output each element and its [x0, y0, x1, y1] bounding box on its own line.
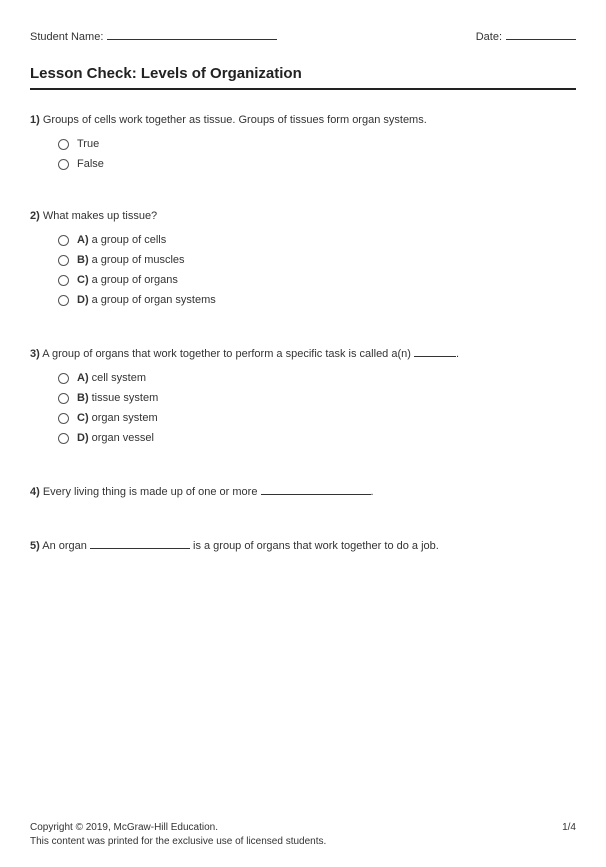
q2-option-c[interactable]: C) a group of organs	[58, 274, 576, 286]
q2-c-text: a group of organs	[92, 274, 178, 286]
q1-prompt: 1) Groups of cells work together as tiss…	[30, 114, 576, 126]
q2-number: 2)	[30, 210, 40, 222]
radio-icon	[58, 295, 69, 306]
radio-icon	[58, 413, 69, 424]
radio-icon	[58, 255, 69, 266]
radio-icon	[58, 235, 69, 246]
q2-a-label: A)	[77, 234, 89, 246]
radio-icon	[58, 159, 69, 170]
q2-b-label: B)	[77, 254, 89, 266]
q5-prompt: 5) An organ is a group of organs that wo…	[30, 538, 576, 552]
question-3: 3) A group of organs that work together …	[30, 346, 576, 444]
q1-false-label: False	[77, 158, 104, 170]
q2-option-a[interactable]: A) a group of cells	[58, 234, 576, 246]
q3-number: 3)	[30, 348, 40, 360]
lesson-title: Lesson Check: Levels of Organization	[30, 65, 576, 82]
student-name-label: Student Name:	[30, 31, 103, 43]
q5-number: 5)	[30, 540, 40, 552]
header-row: Student Name: Date:	[30, 28, 576, 43]
question-4: 4) Every living thing is made up of one …	[30, 484, 576, 498]
q5-blank[interactable]	[90, 538, 190, 549]
q2-prompt: 2) What makes up tissue?	[30, 210, 576, 222]
q3-c-text: organ system	[92, 412, 158, 424]
q2-option-b[interactable]: B) a group of muscles	[58, 254, 576, 266]
q2-c-label: C)	[77, 274, 89, 286]
q4-text-post: .	[371, 486, 374, 498]
title-divider	[30, 88, 576, 90]
radio-icon	[58, 139, 69, 150]
q3-c-label: C)	[77, 412, 89, 424]
q2-d-text: a group of organ systems	[92, 294, 216, 306]
q3-d-label: D)	[77, 432, 89, 444]
q3-option-d[interactable]: D) organ vessel	[58, 432, 576, 444]
date-blank[interactable]	[506, 28, 576, 40]
q3-b-label: B)	[77, 392, 89, 404]
q1-option-false[interactable]: False	[58, 158, 576, 170]
q4-blank[interactable]	[261, 484, 371, 495]
question-5: 5) An organ is a group of organs that wo…	[30, 538, 576, 552]
q3-b-text: tissue system	[92, 392, 159, 404]
q3-d-text: organ vessel	[92, 432, 154, 444]
q1-number: 1)	[30, 114, 40, 126]
q3-blank[interactable]	[414, 346, 456, 357]
q1-option-true[interactable]: True	[58, 138, 576, 150]
question-1: 1) Groups of cells work together as tiss…	[30, 114, 576, 170]
q2-text: What makes up tissue?	[43, 210, 157, 222]
q3-option-c[interactable]: C) organ system	[58, 412, 576, 424]
q2-b-text: a group of muscles	[92, 254, 185, 266]
question-2: 2) What makes up tissue? A) a group of c…	[30, 210, 576, 306]
page-footer: Copyright © 2019, McGraw-Hill Education.…	[30, 822, 576, 847]
q3-options: A) cell system B) tissue system C) organ…	[30, 372, 576, 444]
footer-note: This content was printed for the exclusi…	[30, 836, 576, 847]
student-name-blank[interactable]	[107, 28, 277, 40]
q5-text-pre: An organ	[42, 540, 90, 552]
q5-text-post: is a group of organs that work together …	[190, 540, 439, 552]
radio-icon	[58, 373, 69, 384]
date-field: Date:	[476, 28, 576, 43]
q2-option-d[interactable]: D) a group of organ systems	[58, 294, 576, 306]
radio-icon	[58, 275, 69, 286]
q3-text-post: .	[456, 348, 459, 360]
footer-copyright: Copyright © 2019, McGraw-Hill Education.	[30, 822, 218, 833]
footer-page: 1/4	[562, 822, 576, 833]
q3-prompt: 3) A group of organs that work together …	[30, 346, 576, 360]
q3-text-pre: A group of organs that work together to …	[42, 348, 414, 360]
q3-a-label: A)	[77, 372, 89, 384]
q1-text: Groups of cells work together as tissue.…	[43, 114, 427, 126]
q2-d-label: D)	[77, 294, 89, 306]
q3-a-text: cell system	[92, 372, 146, 384]
q1-options: True False	[30, 138, 576, 170]
q4-text-pre: Every living thing is made up of one or …	[43, 486, 261, 498]
q1-true-label: True	[77, 138, 99, 150]
q3-option-a[interactable]: A) cell system	[58, 372, 576, 384]
radio-icon	[58, 393, 69, 404]
q2-options: A) a group of cells B) a group of muscle…	[30, 234, 576, 306]
student-name-field: Student Name:	[30, 28, 277, 43]
radio-icon	[58, 433, 69, 444]
q4-prompt: 4) Every living thing is made up of one …	[30, 484, 576, 498]
date-label: Date:	[476, 31, 502, 43]
q4-number: 4)	[30, 486, 40, 498]
q2-a-text: a group of cells	[92, 234, 167, 246]
q3-option-b[interactable]: B) tissue system	[58, 392, 576, 404]
